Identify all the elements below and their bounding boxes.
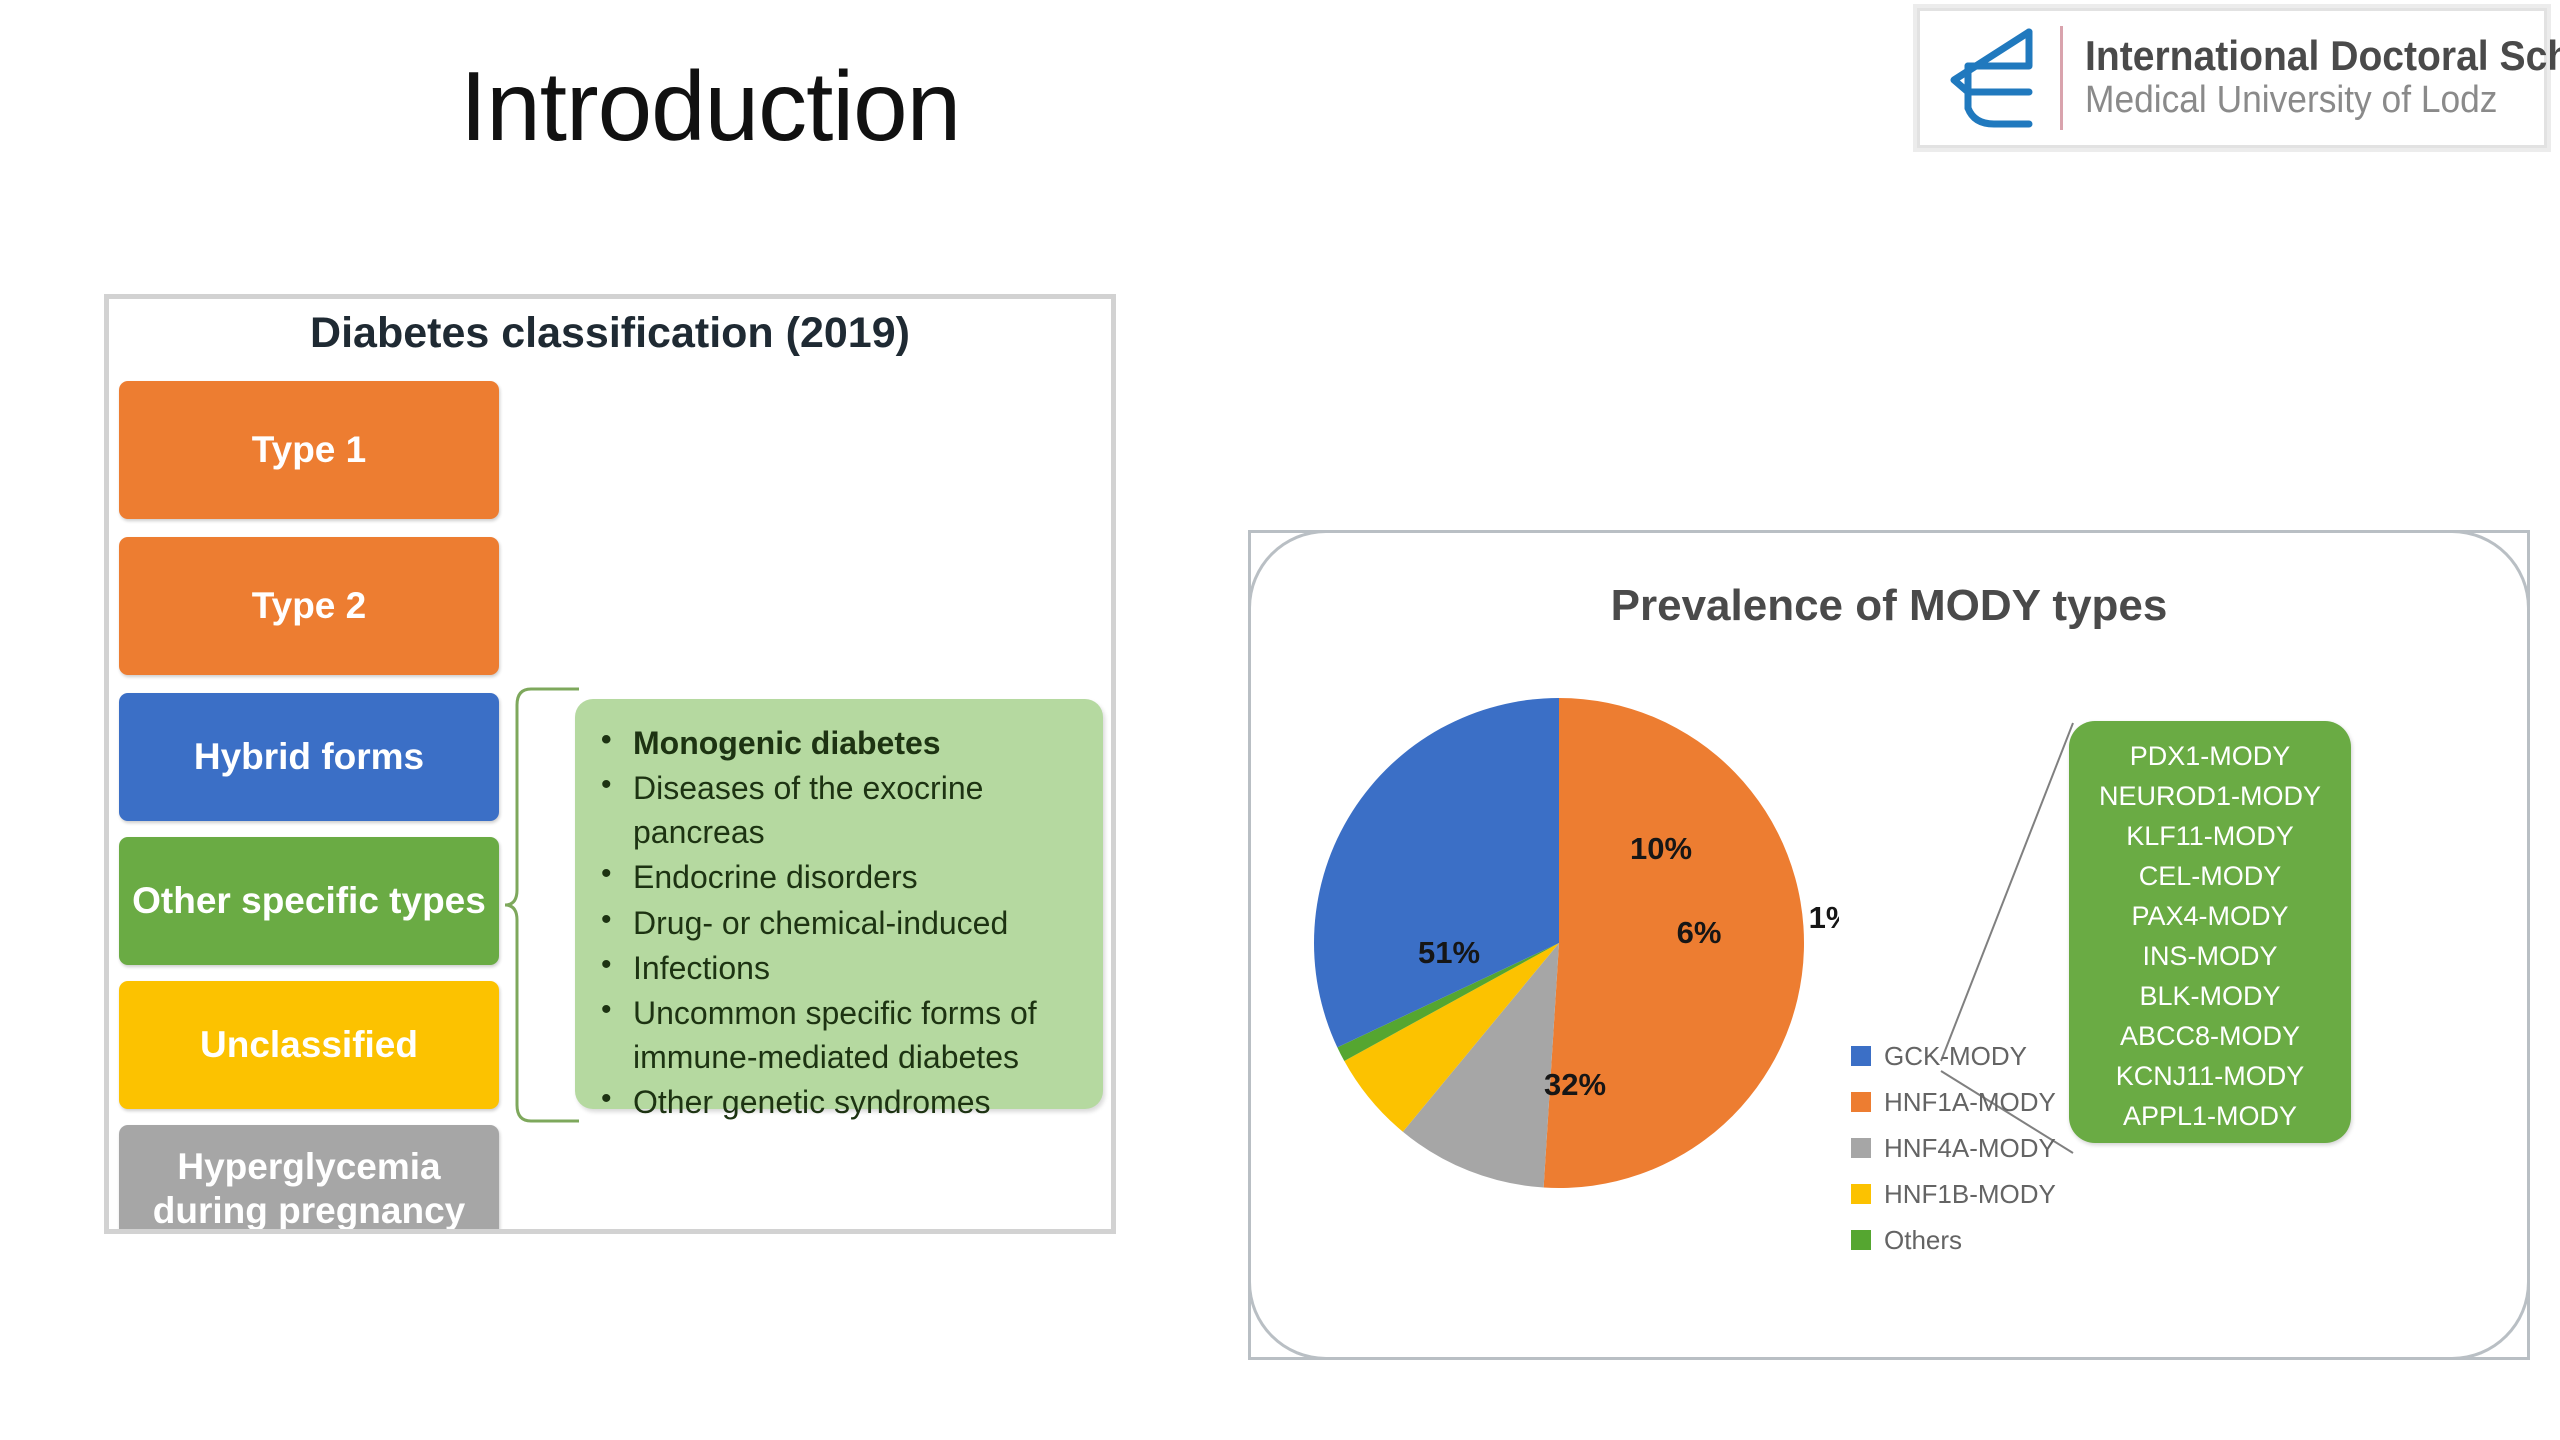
legend-label: GCK-MODY: [1884, 1040, 2027, 1071]
pie-slice-gck: [1314, 698, 1559, 1048]
legend-label: HNF1A-MODY: [1884, 1086, 2056, 1117]
gene-item: PDX1-MODY: [2129, 741, 2291, 771]
mody-prevalence-figure: Prevalence of MODY types 51% 32% 10% 6%: [1248, 530, 2530, 1360]
gene-item: INS-MODY: [2142, 940, 2278, 971]
pie-slice-hnf1b: [1344, 943, 1559, 1132]
logo-primary-text: International Doctoral School: [2085, 32, 2560, 80]
gene-item: APPL1-MODY: [2122, 1100, 2298, 1131]
legend-swatch-icon: [1851, 1184, 1871, 1204]
gene-item: BLK-MODY: [2139, 980, 2281, 1011]
pie-slice-others: [1337, 943, 1559, 1062]
class-box-unclassified: Unclassified: [119, 981, 499, 1109]
classification-title: Diabetes classification (2019): [310, 309, 910, 357]
other-specific-types-list: Monogenic diabetes Diseases of the exocr…: [593, 719, 1087, 1124]
gene-item: KLF11-MODY: [2126, 820, 2294, 851]
legend-swatch-icon: [1851, 1138, 1871, 1158]
rare-mody-genes-callout: PDX1-MODY NEUROD1-MODY KLF11-MODY CEL-MO…: [2069, 721, 2351, 1143]
monogenic-diabetes-callout: Monogenic diabetes Diseases of the exocr…: [575, 699, 1103, 1120]
pie-value-hnf1a: 51%: [1418, 935, 1480, 970]
legend-item-hnf1b: HNF1B-MODY: [1851, 1171, 2131, 1217]
gene-item: KCNJ11-MODY: [2115, 1060, 2305, 1091]
page-title: Introduction: [460, 51, 961, 161]
legend-item-hnf4a: HNF4A-MODY: [1851, 1125, 2131, 1171]
legend-swatch-icon: [1851, 1046, 1871, 1066]
legend-swatch-icon: [1851, 1230, 1871, 1250]
legend-label: HNF1B-MODY: [1884, 1178, 2056, 1209]
pie-slice-hnf1a: [1543, 698, 1805, 1188]
gene-item: PAX4-MODY: [2131, 900, 2289, 931]
gene-item: CEL-MODY: [2138, 860, 2282, 891]
legend-item-others: Others: [1851, 1217, 2131, 1263]
pie-chart: 51% 32% 10% 6% 1%: [1279, 663, 1839, 1223]
gene-item: NEUROD1-MODY: [2098, 780, 2321, 811]
gene-item: ABCC8-MODY: [2119, 1020, 2301, 1051]
legend-label: HNF4A-MODY: [1884, 1132, 2056, 1163]
legend-label: Others: [1884, 1224, 1963, 1255]
pie-value-hnf1b: 6%: [1677, 915, 1722, 950]
logo-secondary-text: Medical University of Lodz: [2085, 79, 2498, 122]
class-box-hybrid-forms: Hybrid forms: [119, 693, 499, 821]
pie-value-gck: 32%: [1544, 1067, 1606, 1102]
legend-item-gck: GCK-MODY: [1851, 1033, 2131, 1079]
class-box-other-specific: Other specific types: [119, 837, 499, 965]
chart-title: Prevalence of MODY types: [1610, 581, 2168, 630]
class-box-hyperglycemia: Hyperglycemia during pregnancy: [119, 1125, 499, 1229]
legend-item-hnf1a: HNF1A-MODY: [1851, 1079, 2131, 1125]
list-item: Drug- or chemical-induced: [593, 899, 1087, 945]
class-box-type-2: Type 2: [119, 537, 499, 675]
pie-slice-hnf4a: [1402, 943, 1559, 1188]
doctoral-school-emblem-icon: [1950, 28, 2033, 128]
list-item: Monogenic diabetes: [593, 719, 1087, 765]
legend-swatch-icon: [1851, 1092, 1871, 1112]
list-item: Uncommon specific forms of immune-mediat…: [593, 989, 1087, 1079]
chart-legend: GCK-MODY HNF1A-MODY HNF4A-MODY HNF1B-MOD…: [1851, 1033, 2131, 1263]
diabetes-classification-figure: Diabetes classification (2019) Type 1 Ty…: [104, 294, 1116, 1234]
class-box-type-1: Type 1: [119, 381, 499, 519]
list-item: Infections: [593, 944, 1087, 990]
list-item: Other genetic syndromes: [593, 1078, 1087, 1124]
brace-connector-icon: [504, 687, 579, 1123]
list-item: Endocrine disorders: [593, 853, 1087, 899]
pie-value-others: 1%: [1809, 900, 1839, 935]
list-item: Diseases of the exocrine pancreas: [593, 764, 1087, 854]
pie-value-hnf4a: 10%: [1630, 831, 1692, 866]
institution-logo: International Doctoral School Medical Un…: [1917, 8, 2560, 148]
logo-divider: [2060, 26, 2063, 130]
